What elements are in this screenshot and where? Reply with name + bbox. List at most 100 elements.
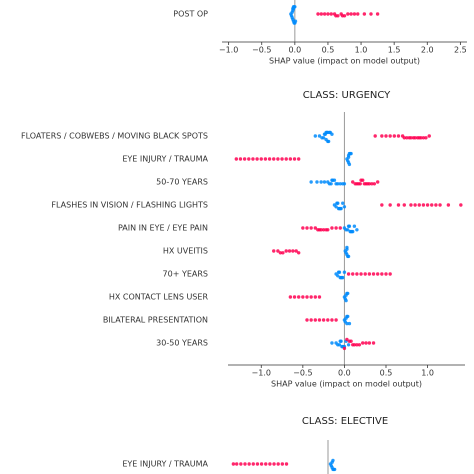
x-axis-label: SHAP value (impact on model output) — [269, 57, 420, 66]
shap-point — [301, 226, 305, 230]
shap-point — [331, 458, 335, 463]
shap-point — [388, 272, 392, 276]
shap-point — [384, 134, 388, 138]
shap-point — [243, 462, 247, 466]
shap-point — [342, 205, 347, 209]
shap-point — [247, 462, 251, 466]
x-tick-label: −0.5 — [252, 46, 271, 55]
shap-point — [322, 180, 327, 184]
shap-point — [384, 272, 388, 276]
feature-label: BILATERAL PRESENTATION — [103, 316, 208, 325]
shap-point — [430, 203, 434, 207]
x-tick-label: 0.5 — [322, 46, 335, 55]
shap-point — [317, 318, 322, 322]
x-tick-label: 1.0 — [421, 369, 434, 378]
shap-point — [342, 14, 347, 18]
shap-point — [330, 318, 334, 322]
shap-point — [280, 157, 284, 161]
shap-point — [313, 295, 318, 299]
shap-point — [402, 203, 406, 207]
chart-title: CLASS: URGENCY — [303, 90, 391, 101]
shap-point — [396, 134, 401, 138]
shap-point — [296, 295, 301, 299]
shap-point — [291, 249, 295, 253]
shap-point — [338, 182, 342, 186]
shap-point — [347, 321, 352, 326]
shap-point — [345, 245, 349, 250]
shap-point — [235, 462, 239, 466]
shap-point — [346, 12, 350, 16]
shap-point — [332, 467, 337, 472]
shap-point — [341, 201, 345, 205]
shap-point — [288, 157, 293, 161]
shap-point — [319, 12, 324, 16]
shap-point — [380, 272, 384, 276]
shap-point — [238, 157, 243, 161]
shap-point — [362, 12, 367, 16]
shap-point — [352, 224, 357, 228]
shap-point — [305, 318, 309, 322]
shap-point — [375, 180, 380, 184]
feature-label: 70+ YEARS — [163, 270, 208, 279]
shap-point — [263, 157, 268, 161]
feature-label: HX CONTACT LENS USER — [109, 293, 209, 302]
shap-point — [313, 134, 318, 138]
shap-point — [321, 136, 326, 140]
shap-point — [247, 157, 251, 161]
shap-point — [315, 180, 319, 184]
shap-point — [446, 203, 451, 207]
shap-point — [326, 139, 331, 144]
feature-label: HX UVEITIS — [163, 247, 208, 256]
shap-point — [336, 201, 340, 205]
shap-point — [344, 298, 348, 303]
shap-point — [405, 136, 409, 140]
shap-point — [347, 162, 352, 167]
shap-point — [330, 132, 334, 136]
shap-point — [413, 136, 417, 140]
shap-point — [342, 182, 347, 186]
shap-point — [356, 12, 360, 16]
shap-point — [272, 462, 276, 466]
shap-point — [284, 249, 288, 253]
shap-point — [336, 274, 340, 278]
shap-point — [388, 203, 392, 207]
shap-point — [392, 134, 397, 138]
shap-point — [425, 203, 430, 207]
shap-point — [367, 182, 372, 186]
shap-point — [317, 295, 322, 299]
shap-point — [421, 203, 426, 207]
x-tick-label: −0.5 — [293, 369, 312, 378]
shap-point — [349, 151, 353, 156]
shap-point — [231, 462, 236, 466]
feature-label: EYE INJURY / TRAUMA — [122, 460, 208, 469]
shap-point — [326, 12, 330, 16]
shap-point — [334, 226, 338, 230]
shap-point — [309, 180, 313, 184]
shap-point — [351, 272, 355, 276]
shap-point — [355, 343, 359, 347]
shap-point — [396, 203, 401, 207]
shap-point — [255, 157, 259, 161]
shap-point — [278, 251, 283, 255]
shap-point — [251, 462, 255, 466]
shap-point — [367, 341, 372, 345]
shap-point — [346, 272, 351, 276]
shap-point — [242, 157, 247, 161]
shap-point — [309, 318, 313, 322]
shap-point — [334, 318, 338, 322]
shap-point — [337, 270, 342, 274]
shap-point — [259, 157, 263, 161]
shap-point — [380, 134, 384, 138]
shap-point — [349, 339, 353, 343]
shap-point — [234, 157, 239, 161]
shap-point — [351, 180, 355, 184]
x-tick-label: 1.5 — [388, 46, 401, 55]
shap-point — [359, 272, 363, 276]
shap-point — [292, 157, 297, 161]
feature-label: FLOATERS / COBWEBS / MOVING BLACK SPOTS — [21, 132, 208, 141]
x-tick-label: 0.0 — [288, 46, 301, 55]
shap-point — [427, 134, 431, 138]
shap-point — [301, 295, 305, 299]
shap-point — [296, 251, 301, 255]
shap-point — [349, 12, 353, 16]
